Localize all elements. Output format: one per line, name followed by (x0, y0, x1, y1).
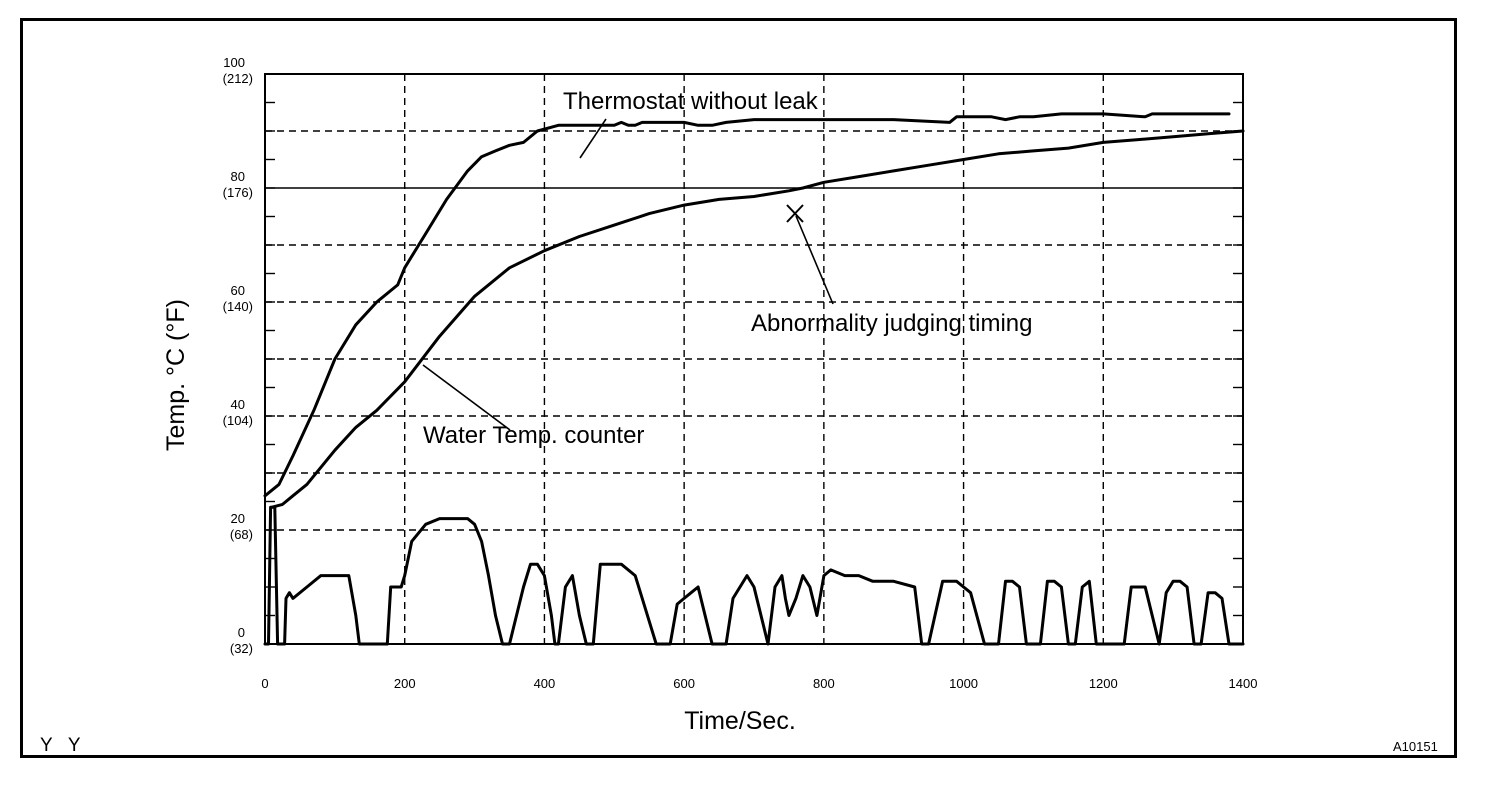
annotation-water-temp-label: Water Temp. counter (423, 422, 644, 449)
y-tick-label-fahrenheit: (104) (223, 413, 253, 428)
series-line-2 (263, 505, 1245, 646)
x-tick-label: 600 (673, 676, 695, 691)
series-line-1 (270, 129, 1245, 509)
annotation-thermostat-label: Thermostat without leak (563, 88, 819, 115)
x-tick-label: 400 (534, 676, 556, 691)
x-tick-label: 1000 (949, 676, 978, 691)
y-tick-label-fahrenheit: (140) (223, 299, 253, 314)
figure-frame (20, 18, 1457, 758)
figure-id: A10151 (1393, 739, 1438, 754)
annotation-judging-label: Abnormality judging timing (751, 310, 1032, 337)
x-tick-label: 800 (813, 676, 835, 691)
x-tick-label: 0 (261, 676, 268, 691)
x-tick-label: 1400 (1229, 676, 1258, 691)
x-tick-label: 200 (394, 676, 416, 691)
y-tick-label-celsius: 100 (223, 55, 245, 70)
judging-point-marker (786, 204, 804, 223)
y-axis-title: Temp. °C (°F) (162, 299, 190, 451)
y-tick-label-fahrenheit: (176) (223, 185, 253, 200)
leader-water-temp (422, 364, 511, 431)
y-tick-label-celsius: 20 (231, 511, 245, 526)
y-tick-label-fahrenheit: (212) (223, 71, 253, 86)
x-tick-label: 1200 (1089, 676, 1118, 691)
series-layer (263, 112, 1245, 646)
grid-layer (265, 74, 1243, 644)
y-tick-label-celsius: 0 (238, 625, 245, 640)
corner-marks: Y Y (40, 735, 81, 756)
y-tick-label-fahrenheit: (68) (230, 527, 253, 542)
y-tick-label-celsius: 40 (231, 397, 245, 412)
x-axis-title: Time/Sec. (684, 707, 796, 735)
tick-label-layer: 0 200 400 600 800 1000 1200 14000(32)20(68)40(1… (223, 55, 1258, 691)
y-tick-label-celsius: 60 (231, 283, 245, 298)
series-line-0 (263, 112, 1231, 498)
y-tick-label-celsius: 80 (231, 169, 245, 184)
leader-thermostat (579, 118, 607, 159)
leader-judging (795, 215, 834, 305)
y-tick-label-fahrenheit: (32) (230, 641, 253, 656)
